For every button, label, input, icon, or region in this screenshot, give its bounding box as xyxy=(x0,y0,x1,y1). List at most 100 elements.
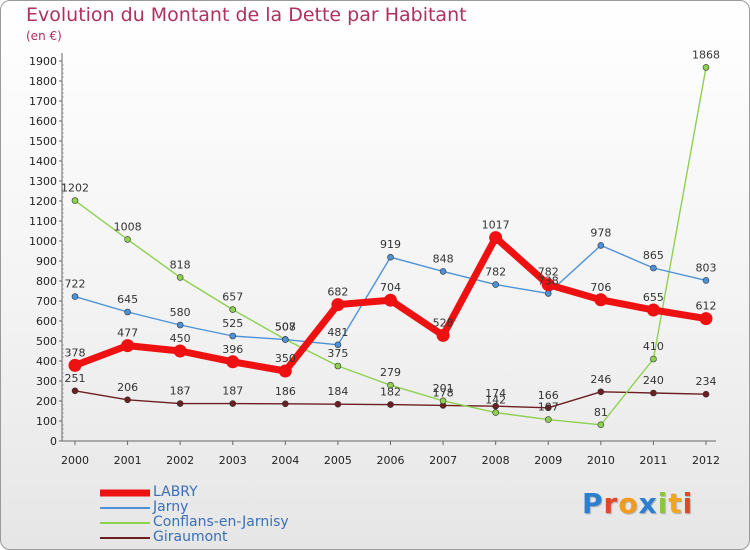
data-point xyxy=(226,355,240,369)
data-point xyxy=(492,409,499,416)
y-tick-label: 0 xyxy=(50,435,57,448)
data-point xyxy=(71,293,79,300)
data-label: 682 xyxy=(327,286,348,299)
y-tick-label: 700 xyxy=(36,295,57,308)
legend-swatch xyxy=(100,521,150,524)
data-label: 738 xyxy=(538,274,559,287)
data-label: 396 xyxy=(222,343,243,356)
data-point xyxy=(702,277,710,284)
data-label: 481 xyxy=(327,326,348,339)
y-tick-label: 100 xyxy=(36,415,57,428)
proxiti-logo: Proxiti xyxy=(582,487,693,520)
y-tick-label: 200 xyxy=(36,395,57,408)
data-point xyxy=(229,400,237,407)
data-point xyxy=(176,274,184,281)
data-label: 818 xyxy=(170,258,191,271)
data-label: 655 xyxy=(643,291,664,304)
data-label: 1017 xyxy=(482,219,510,232)
data-point xyxy=(387,381,394,389)
data-point xyxy=(597,421,605,429)
data-label: 251 xyxy=(65,372,86,385)
x-tick-label: 2011 xyxy=(639,454,667,467)
data-point xyxy=(121,339,135,353)
legend-swatch xyxy=(100,489,150,496)
data-point xyxy=(489,231,503,245)
data-point xyxy=(384,293,397,307)
data-label: 580 xyxy=(170,306,191,319)
legend-swatch xyxy=(100,506,150,509)
data-label: 528 xyxy=(433,316,454,329)
data-point xyxy=(702,390,710,398)
data-point xyxy=(68,358,82,372)
x-tick-label: 2001 xyxy=(114,454,142,467)
data-point xyxy=(334,362,342,370)
logo-letter: r xyxy=(603,487,619,520)
legend-label: LABRY xyxy=(153,484,198,500)
data-label: 1202 xyxy=(61,182,89,195)
data-label: 375 xyxy=(327,347,348,360)
data-label: 182 xyxy=(380,386,401,399)
data-point xyxy=(334,400,342,408)
x-tick-label: 2004 xyxy=(271,454,299,467)
data-label: 782 xyxy=(538,266,559,279)
data-label: 525 xyxy=(222,317,243,330)
data-label: 1868 xyxy=(692,48,720,61)
data-label: 107 xyxy=(538,401,559,414)
y-tick-label: 1500 xyxy=(29,135,57,148)
data-label: 178 xyxy=(433,386,454,399)
data-label: 186 xyxy=(275,385,296,398)
data-point xyxy=(492,281,499,288)
data-point xyxy=(229,306,237,313)
data-label: 1008 xyxy=(114,220,142,233)
data-point xyxy=(278,364,292,378)
x-tick-label: 2009 xyxy=(534,454,562,467)
data-point xyxy=(334,341,342,349)
data-label: 450 xyxy=(170,332,191,345)
y-tick-label: 1100 xyxy=(29,215,57,228)
logo-letter: o xyxy=(618,487,639,520)
data-point xyxy=(124,308,131,316)
data-point xyxy=(282,336,289,343)
data-label: 279 xyxy=(380,366,401,379)
y-tick-label: 1900 xyxy=(29,55,57,68)
data-label: 848 xyxy=(433,252,454,265)
data-point xyxy=(492,402,499,410)
data-label: 803 xyxy=(696,261,717,274)
x-tick-label: 2005 xyxy=(324,454,352,467)
legend-label: Conflans-en-Jarnisy xyxy=(153,514,289,530)
data-label: 978 xyxy=(590,226,611,239)
y-tick-label: 1400 xyxy=(29,155,57,168)
data-point xyxy=(544,290,552,297)
data-point xyxy=(71,197,79,204)
data-point xyxy=(646,303,660,317)
data-point xyxy=(597,388,605,396)
y-tick-label: 900 xyxy=(36,255,57,268)
data-label: 410 xyxy=(643,340,664,353)
data-point xyxy=(71,387,79,395)
data-label: 246 xyxy=(590,373,611,386)
data-point xyxy=(439,268,447,275)
x-tick-label: 2012 xyxy=(692,454,720,467)
x-tick-label: 2003 xyxy=(219,454,247,467)
data-label: 184 xyxy=(327,385,348,398)
data-point xyxy=(176,400,184,407)
logo-letter: x xyxy=(638,487,658,520)
data-label: 782 xyxy=(485,266,506,279)
data-label: 187 xyxy=(170,385,191,398)
y-tick-label: 600 xyxy=(36,315,57,328)
data-point xyxy=(387,401,394,408)
x-tick-label: 2010 xyxy=(587,454,615,467)
data-label: 142 xyxy=(485,394,506,407)
y-tick-label: 1800 xyxy=(29,75,57,88)
x-tick-label: 2000 xyxy=(61,454,89,467)
data-point xyxy=(331,298,345,312)
data-label: 234 xyxy=(696,375,717,388)
data-label: 657 xyxy=(222,291,243,304)
data-label: 612 xyxy=(696,300,717,313)
logo-letter: t xyxy=(668,487,683,520)
x-tick-label: 2002 xyxy=(166,454,194,467)
y-tick-label: 300 xyxy=(36,375,57,388)
data-point xyxy=(594,293,608,307)
data-point xyxy=(229,332,237,340)
data-label: 508 xyxy=(275,320,296,333)
